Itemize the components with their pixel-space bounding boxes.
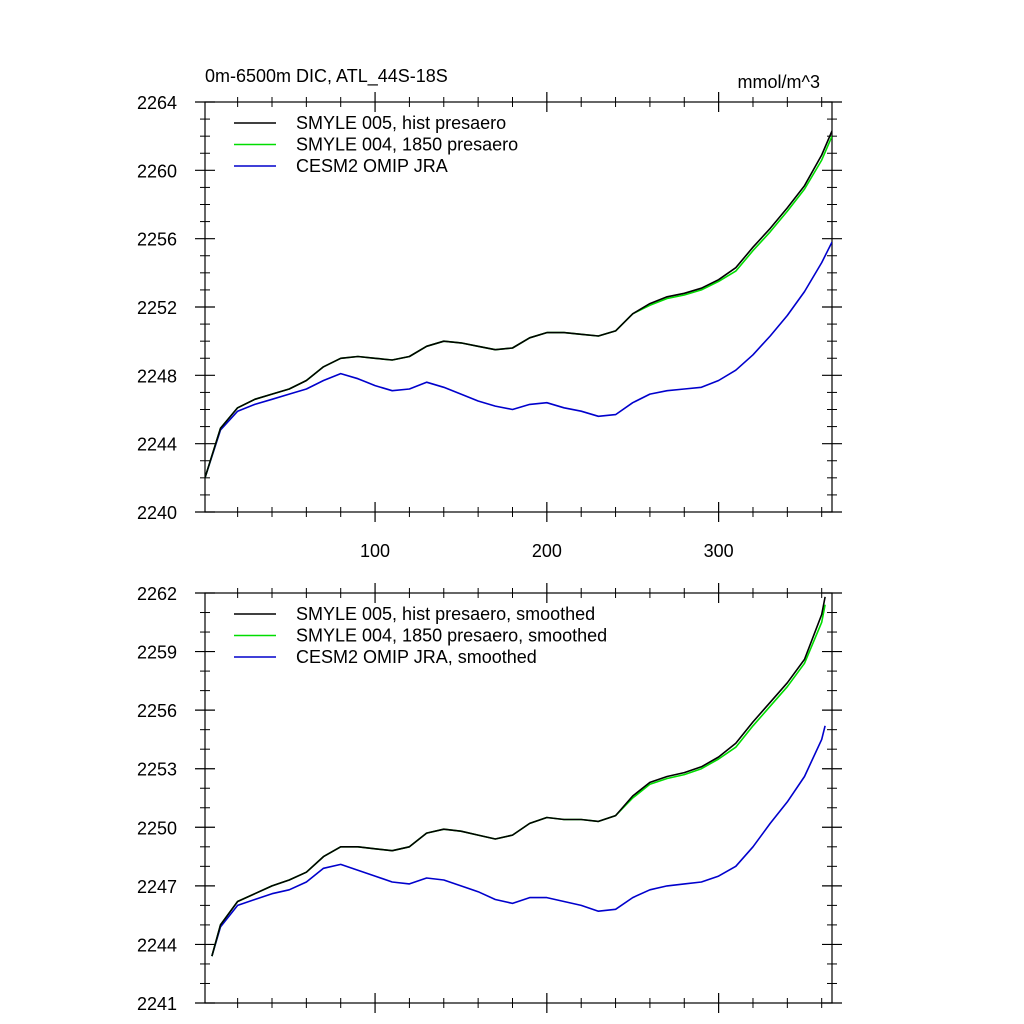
series-line-2: [211, 725, 826, 957]
y-tick-label: 2250: [137, 818, 177, 838]
chart-title: 0m-6500m DIC, ATL_44S-18S: [205, 66, 448, 87]
y-tick-label: 2247: [137, 877, 177, 897]
y-tick-label: 2256: [137, 230, 177, 250]
x-tick-label: 200: [532, 541, 562, 561]
series-line-0: [205, 130, 832, 479]
legend-label-1: SMYLE 004, 1850 presaero: [296, 135, 518, 155]
y-tick-label: 2262: [137, 584, 177, 604]
legend-label-0: SMYLE 005, hist presaero, smoothed: [296, 604, 595, 624]
y-tick-label: 2241: [137, 994, 177, 1014]
series-line-0: [211, 596, 826, 957]
y-tick-label: 2259: [137, 643, 177, 663]
bottom-plot: 2241 2244 2247 2250 2253 2256 2259 2262 SMYLE 00…: [137, 583, 842, 1014]
y-tick-label: 2264: [137, 93, 177, 113]
legend-label-2: CESM2 OMIP JRA, smoothed: [296, 647, 537, 667]
y-tick-label: 2244: [137, 935, 177, 955]
y-tick-label: 2260: [137, 161, 177, 181]
y-tick-label: 2248: [137, 366, 177, 386]
y-tick-label: 2240: [137, 503, 177, 523]
series-line-2: [205, 241, 832, 479]
y-tick-label: 2253: [137, 760, 177, 780]
units-label: mmol/m^3: [738, 72, 820, 92]
series-line-1: [205, 135, 832, 479]
y-tick-label: 2256: [137, 701, 177, 721]
x-tick-label: 300: [704, 541, 734, 561]
legend-label-2: CESM2 OMIP JRA: [296, 156, 448, 176]
top-plot: 100 200 300 2240 2244 2248 2252 2256 2260 2264 0m-…: [137, 66, 842, 561]
y-tick-label: 2252: [137, 298, 177, 318]
x-tick-label: 100: [360, 541, 390, 561]
legend-label-1: SMYLE 004, 1850 presaero, smoothed: [296, 626, 607, 646]
legend-label-0: SMYLE 005, hist presaero: [296, 113, 506, 133]
y-tick-label: 2244: [137, 435, 177, 455]
plot-frame: [204, 592, 833, 1004]
